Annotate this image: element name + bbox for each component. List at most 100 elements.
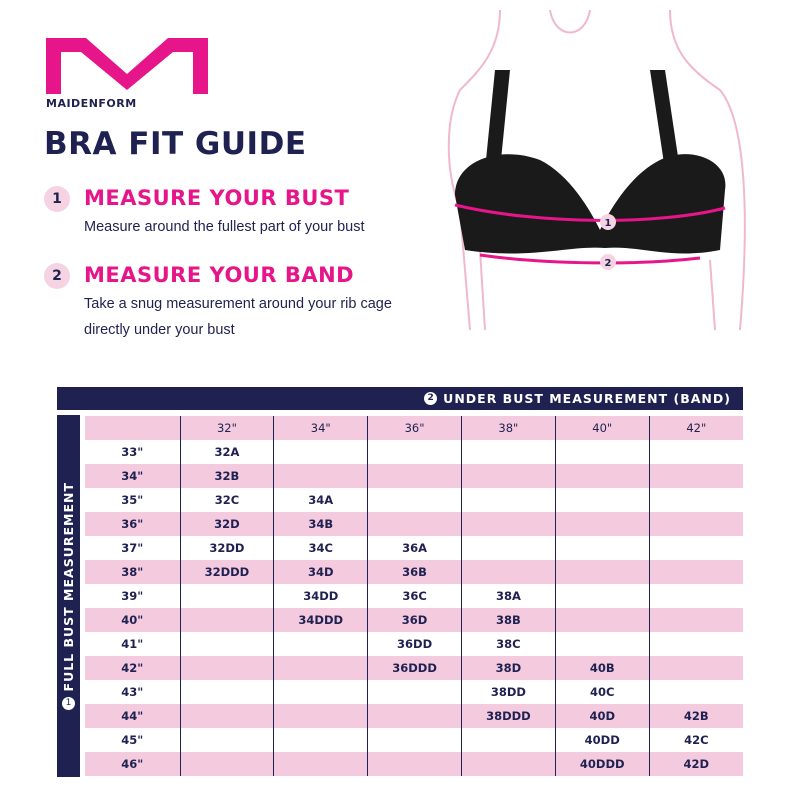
bra-size-cell: [648, 656, 743, 680]
bra-size-cell: [648, 464, 743, 488]
bra-size-cell: [179, 584, 274, 608]
bra-size-cell: [648, 440, 743, 464]
bra-size-cell: [273, 440, 368, 464]
bra-size-cell: 34DDD: [273, 608, 368, 632]
table-row: 38" 32DDD 34D 36B: [85, 560, 743, 584]
bra-size-cell: [273, 752, 368, 776]
table-row: 35" 32C 34A: [85, 488, 743, 512]
bra-size-cell: 38B: [460, 608, 556, 632]
bra-size-cell: [273, 632, 368, 656]
band-label-number: 2: [424, 392, 438, 405]
table-row: 37" 32DD 34C 36A: [85, 536, 743, 560]
bra-size-cell: [648, 488, 743, 512]
bra-size-cell: [554, 536, 650, 560]
bra-size-cell: 36C: [367, 584, 462, 608]
bra-size-cell: [460, 440, 556, 464]
band-size-header: 32": [179, 416, 274, 440]
bra-size-cell: 40DDD: [554, 752, 650, 776]
bust-header-bar: FULL BUST MEASUREMENT 1: [57, 415, 80, 777]
bra-size-cell: 38DDD: [460, 704, 556, 728]
bust-marker: 1: [605, 218, 612, 229]
bust-size-cell: 44": [85, 704, 180, 728]
bra-size-cell: 32D: [179, 512, 274, 536]
bust-size-cell: 43": [85, 680, 180, 704]
bra-size-cell: [554, 440, 650, 464]
band-size-header: 38": [460, 416, 556, 440]
bra-size-cell: 32A: [179, 440, 274, 464]
bust-size-cell: 33": [85, 440, 180, 464]
bra-size-cell: 40C: [554, 680, 650, 704]
bra-size-cell: [367, 512, 462, 536]
band-size-header: 40": [554, 416, 650, 440]
bra-size-cell: 42D: [648, 752, 743, 776]
table-header-row: 32" 34" 36" 38" 40" 42": [85, 416, 743, 440]
bra-size-cell: 34B: [273, 512, 368, 536]
brand-name: MAIDENFORM: [46, 97, 137, 110]
bust-size-cell: 42": [85, 656, 180, 680]
bra-size-cell: [554, 464, 650, 488]
bra-size-cell: [460, 464, 556, 488]
bra-size-cell: [367, 464, 462, 488]
bust-size-cell: 46": [85, 752, 180, 776]
bust-size-cell: 41": [85, 632, 180, 656]
bra-size-cell: [273, 704, 368, 728]
bra-size-cell: [367, 704, 462, 728]
bust-size-cell: 36": [85, 512, 180, 536]
table-row: 39" 34DD 36C 38A: [85, 584, 743, 608]
bra-illustration: 1 2: [447, 10, 746, 331]
bra-size-cell: [648, 608, 743, 632]
bra-size-cell: [273, 680, 368, 704]
bra-size-cell: [554, 512, 650, 536]
band-size-header: 34": [273, 416, 368, 440]
bra-size-cell: [554, 584, 650, 608]
bra-size-cell: [179, 704, 274, 728]
bust-size-cell: 39": [85, 584, 180, 608]
page-title: BRA FIT GUIDE: [44, 126, 307, 162]
bra-size-cell: [367, 752, 462, 776]
table-row: 40" 34DDD 36D 38B: [85, 608, 743, 632]
band-label: UNDER BUST MEASUREMENT (BAND): [443, 391, 731, 406]
bra-size-cell: 34DD: [273, 584, 368, 608]
table-row: 42" 36DDD 38D 40B: [85, 656, 743, 680]
table-row: 45" 40DD 42C: [85, 728, 743, 752]
bra-size-cell: [179, 680, 274, 704]
bra-size-cell: 40D: [554, 704, 650, 728]
table-row: 36" 32D 34B: [85, 512, 743, 536]
bra-size-cell: [460, 560, 556, 584]
bra-size-cell: 36DD: [367, 632, 462, 656]
bra-size-cell: [367, 440, 462, 464]
bra-size-cell: [179, 752, 274, 776]
bra-size-cell: [554, 632, 650, 656]
bra-size-cell: [367, 680, 462, 704]
bra-size-cell: [554, 608, 650, 632]
bra-size-cell: 36A: [367, 536, 462, 560]
bra-size-cell: 34A: [273, 488, 368, 512]
bra-size-cell: [460, 728, 556, 752]
bra-size-cell: 32DDD: [179, 560, 274, 584]
bra-size-cell: [273, 464, 368, 488]
table-row: 46" 40DDD 42D: [85, 752, 743, 776]
step-2-heading: MEASURE YOUR BAND: [84, 263, 355, 287]
table-row: 41" 36DD 38C: [85, 632, 743, 656]
step-2-description-line-1: Take a snug measurement around your rib …: [84, 296, 392, 312]
bra-size-cell: [273, 656, 368, 680]
corner-cell: [85, 416, 180, 440]
bra-size-cell: [648, 632, 743, 656]
bust-size-cell: 34": [85, 464, 180, 488]
bust-size-cell: 35": [85, 488, 180, 512]
bra-size-cell: [179, 632, 274, 656]
band-header-bar: 2 UNDER BUST MEASUREMENT (BAND): [57, 387, 743, 410]
bra-size-cell: [554, 488, 650, 512]
bra-size-cell: [367, 728, 462, 752]
bust-size-cell: 38": [85, 560, 180, 584]
bra-size-cell: [179, 656, 274, 680]
bra-size-cell: 36DDD: [367, 656, 462, 680]
bra-size-cell: 40DD: [554, 728, 650, 752]
bra-size-cell: 38DD: [460, 680, 556, 704]
bra-size-cell: [460, 512, 556, 536]
bust-size-cell: 40": [85, 608, 180, 632]
bra-size-cell: [460, 488, 556, 512]
bust-label-number: 1: [62, 697, 75, 711]
bra-size-cell: 34C: [273, 536, 368, 560]
bra-size-cell: [554, 560, 650, 584]
